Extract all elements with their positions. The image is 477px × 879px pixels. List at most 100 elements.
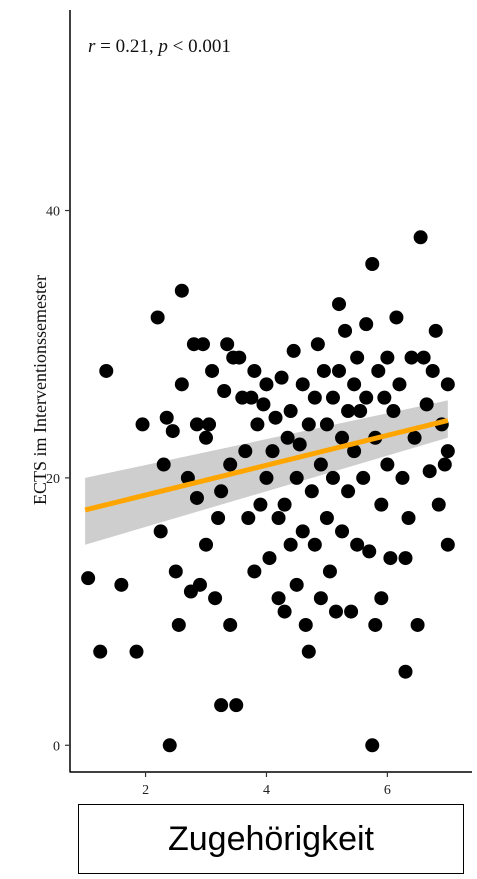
data-point bbox=[259, 377, 274, 392]
data-point bbox=[289, 577, 304, 592]
data-point bbox=[292, 437, 307, 452]
r-symbol: r bbox=[88, 36, 96, 57]
data-point bbox=[135, 417, 150, 432]
data-point bbox=[156, 457, 171, 472]
y-tick-label: 0 bbox=[53, 739, 60, 754]
y-tick-label: 40 bbox=[46, 205, 60, 220]
p-symbol: p bbox=[156, 36, 168, 57]
data-point bbox=[344, 604, 359, 619]
correlation-annotation: r = 0.21, p < 0.001 bbox=[88, 36, 231, 57]
data-point bbox=[350, 537, 365, 552]
data-point bbox=[374, 591, 389, 606]
x-tick-label: 2 bbox=[142, 783, 149, 798]
data-point bbox=[410, 617, 425, 632]
data-point bbox=[347, 444, 362, 459]
data-point bbox=[359, 390, 374, 405]
data-point bbox=[313, 457, 328, 472]
data-point bbox=[295, 524, 310, 539]
data-point bbox=[208, 591, 223, 606]
data-point bbox=[286, 343, 301, 358]
data-point bbox=[192, 577, 207, 592]
data-point bbox=[338, 323, 353, 338]
data-point bbox=[319, 511, 334, 525]
y-tick-label: 20 bbox=[46, 472, 60, 487]
data-point bbox=[211, 511, 226, 525]
data-point bbox=[232, 350, 247, 365]
data-point bbox=[368, 617, 383, 632]
data-point bbox=[253, 497, 268, 512]
data-point bbox=[313, 591, 328, 606]
data-point bbox=[416, 350, 431, 365]
data-point bbox=[220, 337, 235, 352]
data-point bbox=[404, 350, 419, 365]
data-point bbox=[428, 323, 443, 338]
data-point bbox=[271, 591, 286, 606]
data-point bbox=[298, 617, 313, 632]
data-point bbox=[159, 410, 174, 425]
data-point bbox=[217, 384, 232, 398]
data-point bbox=[440, 377, 455, 392]
data-point bbox=[362, 544, 377, 559]
data-point bbox=[171, 617, 186, 632]
data-point bbox=[325, 390, 340, 405]
data-point bbox=[328, 604, 343, 619]
data-point bbox=[341, 484, 356, 499]
data-point bbox=[307, 537, 322, 552]
data-point bbox=[153, 524, 168, 539]
data-point bbox=[247, 363, 262, 378]
data-point bbox=[244, 390, 259, 405]
data-point bbox=[322, 564, 337, 579]
data-point bbox=[295, 377, 310, 392]
data-point bbox=[341, 404, 356, 419]
data-point bbox=[304, 484, 319, 499]
data-point bbox=[150, 310, 165, 325]
data-point bbox=[223, 457, 238, 472]
data-point bbox=[380, 350, 395, 365]
data-point bbox=[81, 571, 96, 586]
data-point bbox=[353, 404, 368, 419]
data-point bbox=[371, 363, 386, 378]
data-point bbox=[365, 257, 380, 271]
data-point bbox=[301, 644, 316, 659]
data-point bbox=[401, 511, 416, 525]
x-tick-label: 6 bbox=[384, 783, 391, 798]
data-point bbox=[277, 604, 292, 619]
data-point bbox=[359, 317, 374, 332]
data-point bbox=[189, 417, 204, 432]
data-point bbox=[389, 310, 404, 325]
data-point bbox=[195, 337, 210, 352]
data-point bbox=[301, 417, 316, 432]
data-point bbox=[407, 430, 422, 445]
data-point bbox=[310, 337, 325, 352]
data-point bbox=[174, 283, 189, 298]
data-point bbox=[283, 537, 298, 552]
data-point bbox=[377, 390, 392, 405]
data-point bbox=[214, 484, 229, 499]
data-point bbox=[380, 457, 395, 472]
data-point bbox=[386, 404, 401, 419]
data-point bbox=[350, 350, 365, 365]
data-point bbox=[365, 738, 380, 753]
x-tick-label: 4 bbox=[263, 783, 270, 798]
data-point bbox=[335, 430, 350, 445]
data-point bbox=[280, 430, 295, 445]
p-value: < 0.001 bbox=[168, 36, 231, 57]
data-point bbox=[440, 537, 455, 552]
data-point bbox=[316, 363, 331, 378]
data-point bbox=[347, 377, 362, 392]
data-point bbox=[162, 738, 177, 753]
y-axis-title: ECTS im Interventionssemester bbox=[30, 275, 50, 505]
data-point bbox=[229, 698, 244, 713]
data-point bbox=[289, 470, 304, 485]
data-point bbox=[238, 444, 253, 459]
data-point bbox=[256, 397, 271, 412]
data-point bbox=[241, 511, 256, 525]
data-point bbox=[168, 564, 183, 579]
data-point bbox=[319, 417, 334, 432]
data-point bbox=[93, 644, 108, 659]
data-point bbox=[398, 664, 413, 679]
data-point bbox=[431, 497, 446, 512]
data-point bbox=[325, 470, 340, 485]
data-point bbox=[425, 363, 440, 378]
data-point bbox=[413, 230, 428, 245]
